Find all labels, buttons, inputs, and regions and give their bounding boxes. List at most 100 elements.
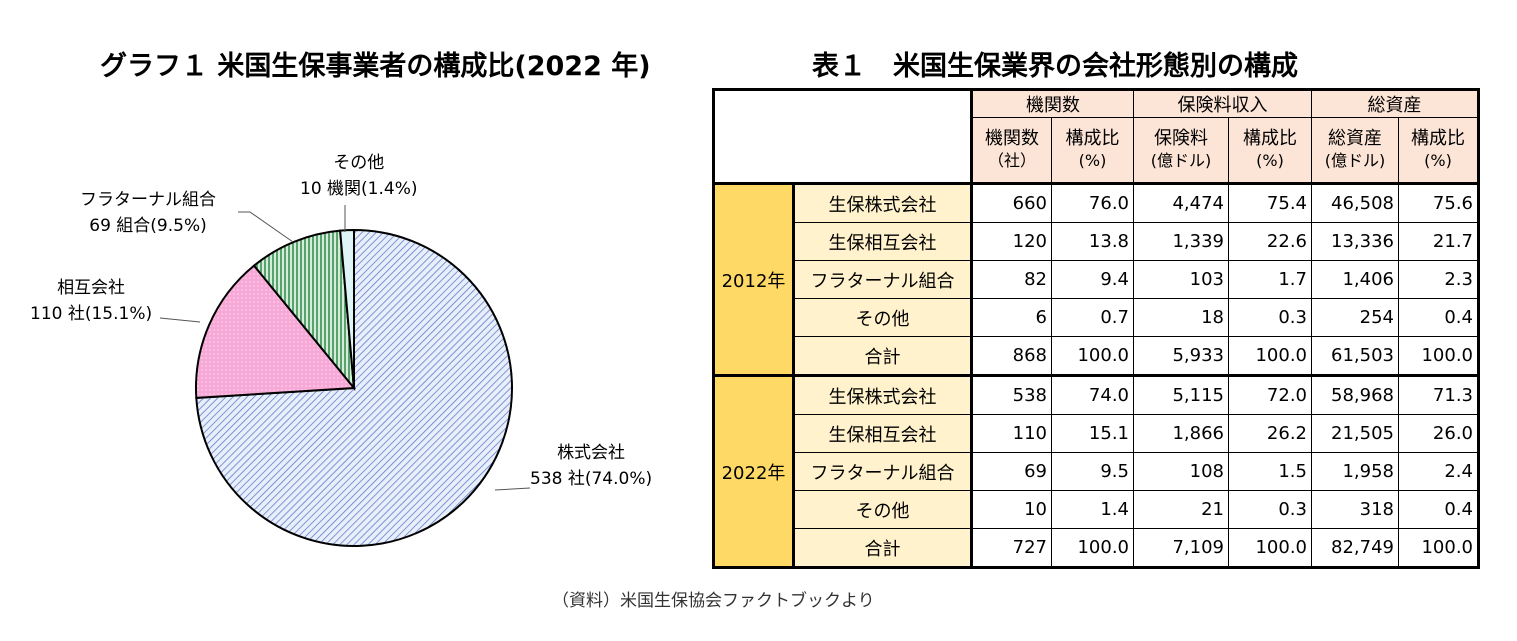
value-cell: 0.3 bbox=[1228, 298, 1312, 337]
leader-line-mutual bbox=[159, 317, 201, 323]
value-cell: 9.4 bbox=[1051, 260, 1134, 299]
value-cell: 100.0 bbox=[1398, 336, 1479, 376]
table-row: 合計 727 100.0 7,109 100.0 82,749 100.0 bbox=[714, 528, 1479, 568]
chart-title: グラフ１ 米国生保事業者の構成比(2022 年) bbox=[100, 51, 651, 82]
value-cell: 71.3 bbox=[1398, 374, 1479, 415]
value-cell: 6 bbox=[971, 298, 1052, 337]
corner-cell bbox=[713, 89, 973, 185]
value-cell: 1,339 bbox=[1133, 222, 1229, 261]
value-cell: 21 bbox=[1133, 490, 1229, 529]
year-cell: 2012年 bbox=[713, 183, 795, 376]
value-cell: 22.6 bbox=[1228, 222, 1312, 261]
pie-slice-1 bbox=[195, 264, 357, 399]
table-row: 2012年 生保株式会社 660 76.0 4,474 75.4 46,508 75.6 bbox=[713, 183, 1479, 376]
category-cell: 生保株式会社 bbox=[793, 374, 973, 415]
value-cell: 100.0 bbox=[1228, 528, 1312, 568]
value-cell: 26.2 bbox=[1228, 414, 1312, 453]
value-cell: 9.5 bbox=[1051, 452, 1134, 491]
value-cell: 2.3 bbox=[1398, 260, 1479, 299]
category-cell: 合計 bbox=[793, 336, 973, 376]
value-cell: 100.0 bbox=[1051, 336, 1134, 376]
value-cell: 7,109 bbox=[1133, 528, 1229, 568]
value-cell: 61,503 bbox=[1311, 336, 1399, 376]
value-cell: 108 bbox=[1133, 452, 1229, 491]
table-row: フラターナル組合 82 9.4 103 1.7 1,406 2.3 bbox=[714, 260, 1479, 299]
value-cell: 69 bbox=[971, 452, 1052, 491]
pie-slice-2 bbox=[252, 229, 356, 392]
value-cell: 110 bbox=[971, 414, 1052, 453]
category-cell: 生保株式会社 bbox=[793, 183, 973, 223]
group-header: 総資産 bbox=[1311, 89, 1479, 118]
column-header: 構成比 (%) bbox=[1228, 117, 1312, 185]
value-cell: 46,508 bbox=[1311, 183, 1399, 223]
column-header: 機関数 （社） bbox=[971, 117, 1052, 185]
composition-table: 機関数 保険料収入 総資産 機関数 （社） 構成比 (%) 保険料 (億ドル) 構成比 (%)… bbox=[712, 88, 1480, 569]
table-row: その他 6 0.7 18 0.3 254 0.4 bbox=[714, 298, 1479, 337]
value-cell: 10 bbox=[971, 490, 1052, 529]
value-cell: 2.4 bbox=[1398, 452, 1479, 491]
category-cell: 生保相互会社 bbox=[793, 222, 973, 261]
value-cell: 254 bbox=[1311, 298, 1399, 337]
column-header: 構成比 (%) bbox=[1398, 117, 1479, 185]
value-cell: 0.3 bbox=[1228, 490, 1312, 529]
value-cell: 1,406 bbox=[1311, 260, 1399, 299]
value-cell: 868 bbox=[971, 336, 1052, 376]
leader-line-fraternal bbox=[238, 211, 294, 243]
pie-label-fraternal: フラターナル組合 69 組合(9.5%) bbox=[80, 190, 216, 236]
pie-label-mutual: 相互会社 110 社(15.1%) bbox=[30, 278, 153, 324]
value-cell: 120 bbox=[971, 222, 1052, 261]
value-cell: 100.0 bbox=[1228, 336, 1312, 376]
pie-chart bbox=[159, 205, 531, 547]
value-cell: 72.0 bbox=[1228, 374, 1312, 415]
table-row: その他 10 1.4 21 0.3 318 0.4 bbox=[714, 490, 1479, 529]
value-cell: 0.4 bbox=[1398, 490, 1479, 529]
value-cell: 82,749 bbox=[1311, 528, 1399, 568]
value-cell: 1.7 bbox=[1228, 260, 1312, 299]
value-cell: 727 bbox=[971, 528, 1052, 568]
value-cell: 1.4 bbox=[1051, 490, 1134, 529]
source-note: （資料）米国生保協会ファクトブックより bbox=[552, 591, 875, 611]
value-cell: 18 bbox=[1133, 298, 1229, 337]
table-row: 合計 868 100.0 5,933 100.0 61,503 100.0 bbox=[714, 336, 1479, 376]
value-cell: 75.4 bbox=[1228, 183, 1312, 223]
value-cell: 13,336 bbox=[1311, 222, 1399, 261]
year-cell: 2022年 bbox=[713, 374, 795, 568]
value-cell: 5,933 bbox=[1133, 336, 1229, 376]
value-cell: 15.1 bbox=[1051, 414, 1134, 453]
column-header: 保険料 (億ドル) bbox=[1133, 117, 1229, 185]
category-cell: その他 bbox=[793, 298, 973, 337]
leader-line-stock bbox=[494, 487, 531, 491]
value-cell: 21.7 bbox=[1398, 222, 1479, 261]
category-cell: フラターナル組合 bbox=[793, 260, 973, 299]
value-cell: 5,115 bbox=[1133, 374, 1229, 415]
value-cell: 103 bbox=[1133, 260, 1229, 299]
group-header: 機関数 bbox=[971, 89, 1134, 118]
value-cell: 100.0 bbox=[1051, 528, 1134, 568]
group-header: 保険料収入 bbox=[1133, 89, 1312, 118]
table-row: 生保相互会社 120 13.8 1,339 22.6 13,336 21.7 bbox=[714, 222, 1479, 261]
table-row: 2022年 生保株式会社 538 74.0 5,115 72.0 58,968 71.3 bbox=[713, 374, 1479, 568]
column-header: 総資産 (億ドル) bbox=[1311, 117, 1399, 185]
value-cell: 4,474 bbox=[1133, 183, 1229, 223]
table-title: 表１ 米国生保業界の会社形態別の構成 bbox=[812, 51, 1298, 82]
value-cell: 0.4 bbox=[1398, 298, 1479, 337]
pie-label-stock: 株式会社 538 社(74.0%) bbox=[530, 443, 653, 489]
value-cell: 76.0 bbox=[1051, 183, 1134, 223]
category-cell: その他 bbox=[793, 490, 973, 529]
value-cell: 660 bbox=[971, 183, 1052, 223]
category-cell: 合計 bbox=[793, 528, 973, 568]
value-cell: 13.8 bbox=[1051, 222, 1134, 261]
pie-slice-3 bbox=[339, 228, 355, 389]
value-cell: 1,866 bbox=[1133, 414, 1229, 453]
value-cell: 75.6 bbox=[1398, 183, 1479, 223]
value-cell: 0.7 bbox=[1051, 298, 1134, 337]
value-cell: 74.0 bbox=[1051, 374, 1134, 415]
value-cell: 82 bbox=[971, 260, 1052, 299]
table-row: 生保相互会社 110 15.1 1,866 26.2 21,505 26.0 bbox=[714, 414, 1479, 453]
value-cell: 100.0 bbox=[1398, 528, 1479, 568]
value-cell: 538 bbox=[971, 374, 1052, 415]
value-cell: 1,958 bbox=[1311, 452, 1399, 491]
category-cell: 生保相互会社 bbox=[793, 414, 973, 453]
value-cell: 21,505 bbox=[1311, 414, 1399, 453]
value-cell: 318 bbox=[1311, 490, 1399, 529]
